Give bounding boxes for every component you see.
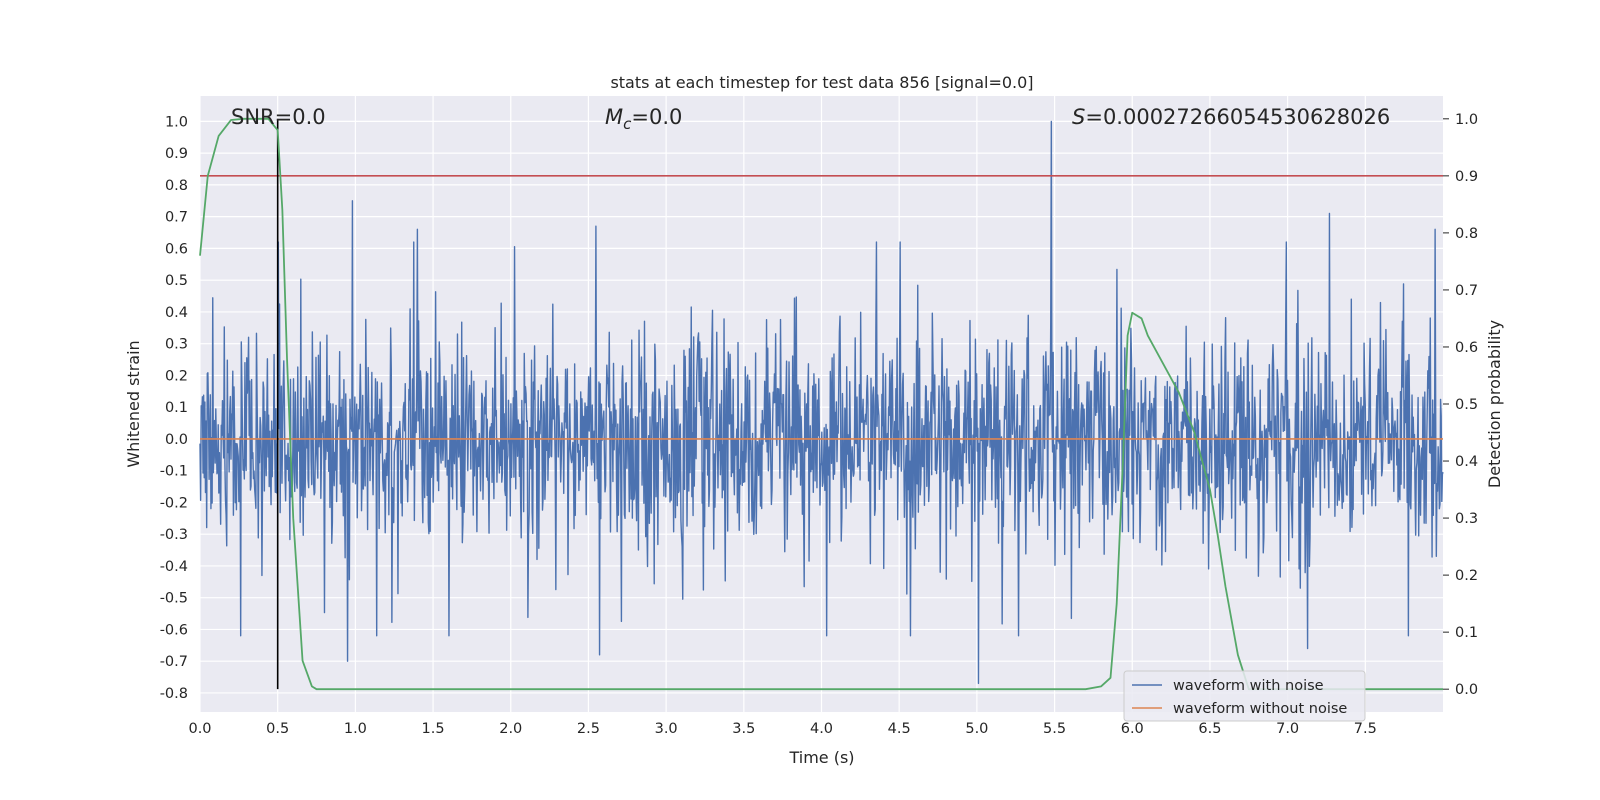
series-line-waveform-with-noise (199, 120, 1444, 685)
y2-tick-label: 0.5 (1455, 397, 1478, 413)
x-tick-label: 0.0 (188, 721, 211, 737)
y2-tick-label: 0.1 (1455, 625, 1478, 641)
y2-tick-label: 0.3 (1455, 511, 1478, 527)
x-axis-label: Time (s) (788, 748, 854, 767)
y-tick-label: -0.6 (160, 622, 188, 638)
y2-tick-label: 0.0 (1455, 682, 1478, 698)
y-tick-label: -0.4 (160, 559, 188, 575)
y2-tick-label: 0.4 (1455, 454, 1478, 470)
y-tick-label: -0.3 (160, 527, 188, 543)
x-tick-label: 0.5 (266, 721, 289, 737)
annotation-score: S=0.00027266054530628026 (1072, 105, 1390, 129)
y-tick-label: -0.7 (160, 654, 188, 670)
y2-tick-label: 0.6 (1455, 340, 1478, 356)
x-tick-label: 7.5 (1354, 721, 1377, 737)
x-tick-label: 2.5 (577, 721, 600, 737)
axes: 0.0 0.5 1.0 1.5 2.0 2.5 3.0 3.5 4.0 4.5 5.0 5.5 6.0 6… (160, 112, 1478, 737)
x-tick-label: 7.0 (1276, 721, 1299, 737)
y-tick-label: -0.2 (160, 495, 188, 511)
annotation-score-value: =0.00027266054530628026 (1085, 105, 1390, 129)
x-tick-label: 1.0 (344, 721, 367, 737)
x-tick-label: 5.5 (1043, 721, 1066, 737)
y2-tick-label: 1.0 (1455, 112, 1478, 128)
annotation-chirp-mass-symbol: M (605, 105, 623, 129)
y2-tick-label: 0.9 (1455, 169, 1478, 185)
x-tick-label: 3.0 (655, 721, 678, 737)
y2-tick-label: 0.2 (1455, 568, 1478, 584)
annotation-snr: SNR=0.0 (231, 105, 326, 129)
annotation-score-symbol: S (1072, 105, 1085, 129)
legend: waveform with noise waveform without noi… (1123, 670, 1366, 722)
y-tick-label: 0.2 (165, 368, 188, 384)
y-tick-label: -0.8 (160, 686, 188, 702)
y2-tick-label: 0.7 (1455, 283, 1478, 299)
y-tick-label: 0.9 (165, 146, 188, 162)
x-tick-label: 3.5 (732, 721, 755, 737)
x-tick-label: 4.0 (810, 721, 833, 737)
annotation-chirp-mass: Mc=0.0 (605, 105, 682, 133)
x-tick-label: 2.0 (499, 721, 522, 737)
x-tick-label: 5.0 (965, 721, 988, 737)
y-tick-label: 0.1 (165, 400, 188, 416)
x-tick-label: 1.5 (422, 721, 445, 737)
legend-label-waveform-without-noise: waveform without noise (1173, 701, 1347, 717)
annotation-chirp-mass-value: =0.0 (631, 105, 682, 129)
x-tick-label: 6.0 (1121, 721, 1144, 737)
series-waveform-with-noise (199, 120, 1444, 685)
y-tick-label: 0.3 (165, 337, 188, 353)
x-tick-label: 4.5 (888, 721, 911, 737)
legend-box (1123, 670, 1366, 722)
y-tick-label: 1.0 (165, 114, 188, 130)
y-tick-label: 0.7 (165, 210, 188, 226)
overlay-lines (199, 117, 1443, 691)
y2-axis-label: Detection probability (1485, 320, 1504, 488)
x-tick-label: 6.5 (1198, 721, 1221, 737)
y-tick-label: -0.5 (160, 591, 188, 607)
y-tick-label: 0.0 (165, 432, 188, 448)
y-axis-label: Whitened strain (124, 340, 143, 467)
y-tick-label: 0.6 (165, 241, 188, 257)
y-tick-label: 0.8 (165, 178, 188, 194)
chart-title: stats at each timestep for test data 856… (610, 73, 1033, 92)
legend-label-waveform-with-noise: waveform with noise (1173, 678, 1324, 694)
series-line-detection-probability (199, 117, 1443, 691)
y-tick-label: -0.1 (160, 464, 188, 480)
y2-tick-label: 0.8 (1455, 226, 1478, 242)
y-tick-label: 0.4 (165, 305, 188, 321)
annotation-chirp-mass-subscript: c (623, 115, 632, 133)
y-tick-label: 0.5 (165, 273, 188, 289)
